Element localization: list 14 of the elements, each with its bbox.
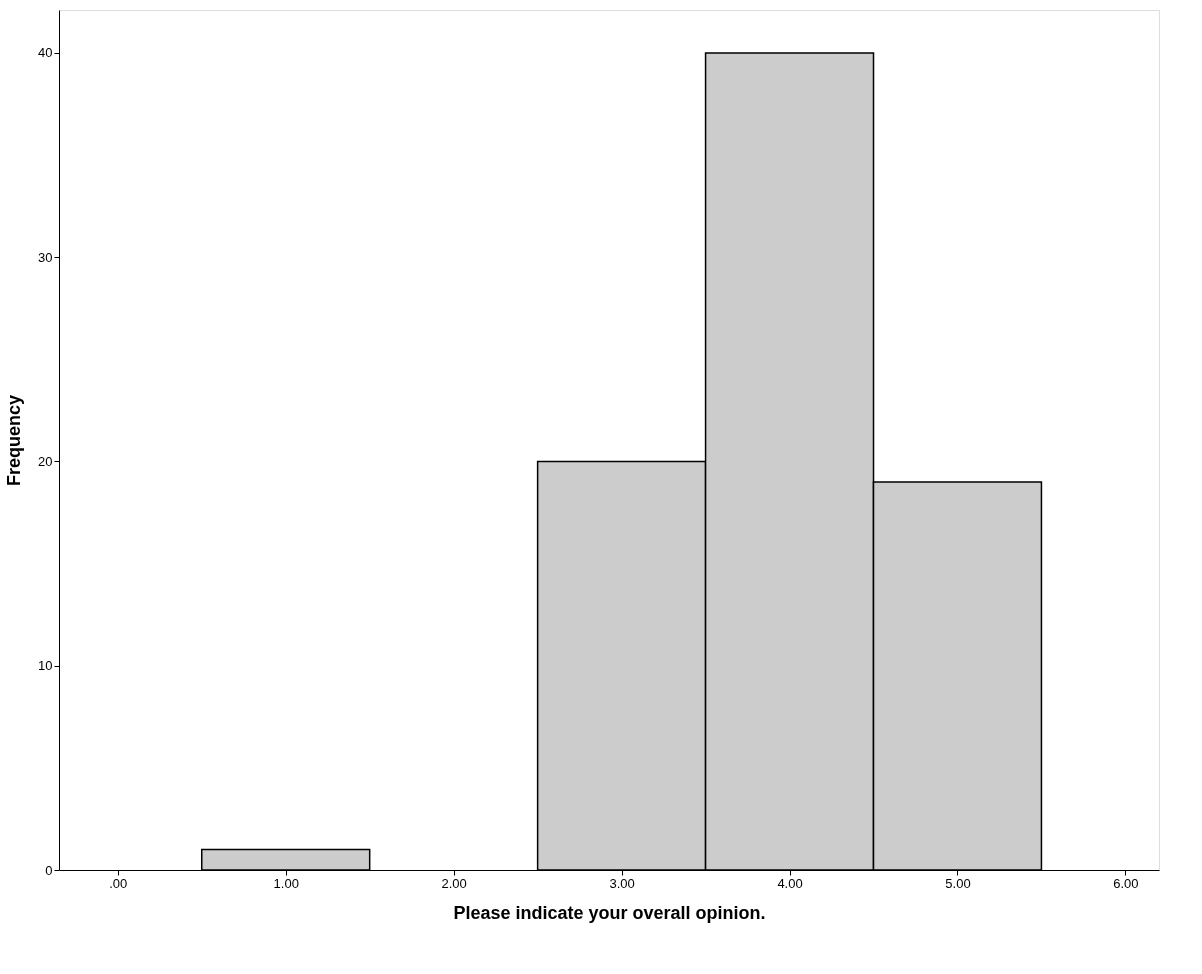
y-tick-label: 10 — [38, 658, 53, 674]
x-axis-title: Please indicate your overall opinion. — [453, 902, 766, 923]
y-tick-label: 20 — [38, 453, 53, 469]
y-tick-label: 40 — [38, 45, 53, 61]
x-tick-label: 5.00 — [945, 875, 971, 891]
y-tick-label: 0 — [45, 862, 53, 878]
x-tick-label: 1.00 — [273, 875, 299, 891]
x-tick-label: 4.00 — [777, 875, 803, 891]
x-tick-label: 6.00 — [1113, 875, 1139, 891]
y-tick-label: 30 — [38, 249, 53, 265]
y-axis-title: Frequency — [4, 394, 25, 487]
x-tick-label: .00 — [109, 875, 128, 891]
x-tick-label: 2.00 — [441, 875, 467, 891]
x-tick-label: 3.00 — [609, 875, 635, 891]
